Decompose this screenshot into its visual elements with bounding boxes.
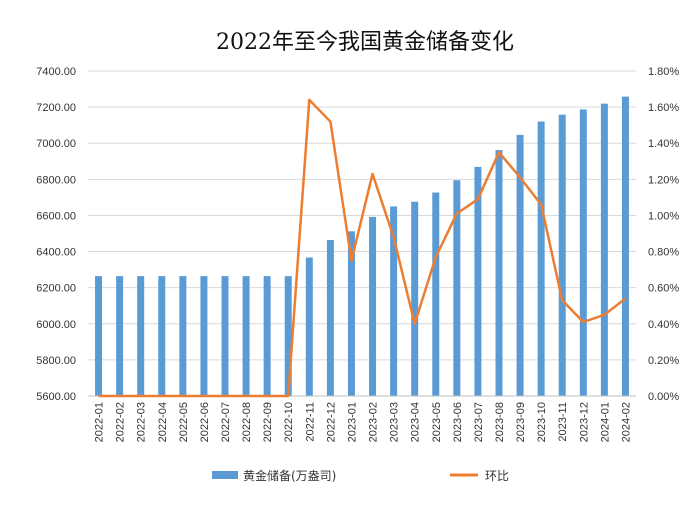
chart-title: 2022年至今我国黄金储备变化 bbox=[216, 30, 514, 55]
right-axis-ticks: 0.00% 0.20% 0.40% 0.60% 0.80% 1.00% 1.20% 1.40%… bbox=[648, 66, 679, 403]
x-tick-label: 2022-07 bbox=[220, 402, 232, 442]
x-tick-label: 2024-01 bbox=[599, 402, 611, 442]
x-tick-label: 2023-10 bbox=[536, 402, 548, 442]
bar bbox=[369, 216, 377, 396]
bar bbox=[284, 276, 292, 396]
x-tick-label: 2023-08 bbox=[494, 402, 506, 442]
legend-bar-label: 黄金储备(万盎司) bbox=[243, 468, 336, 483]
x-tick-label: 2023-04 bbox=[410, 402, 422, 442]
x-tick-label: 2022-05 bbox=[178, 402, 190, 442]
bar bbox=[558, 114, 566, 396]
left-tick-label: 7200.00 bbox=[36, 102, 76, 114]
right-tick-label: 1.80% bbox=[648, 66, 679, 78]
x-tick-label: 2022-02 bbox=[115, 402, 127, 442]
right-tick-label: 1.20% bbox=[648, 174, 679, 186]
left-axis-ticks: 5600.00 5800.00 6000.00 6200.00 6400.00 6600.… bbox=[36, 66, 76, 403]
left-tick-label: 7000.00 bbox=[36, 138, 76, 150]
line-series bbox=[98, 98, 627, 398]
bar bbox=[537, 121, 545, 397]
bar bbox=[263, 276, 271, 396]
bar bbox=[326, 240, 334, 396]
x-tick-label: 2022-01 bbox=[94, 402, 106, 442]
bar bbox=[432, 192, 440, 396]
x-tick-label: 2022-06 bbox=[199, 402, 211, 442]
x-tick-label: 2023-01 bbox=[346, 402, 358, 442]
x-tick-label: 2022-04 bbox=[157, 402, 169, 442]
bar bbox=[347, 231, 355, 396]
x-tick-label: 2023-02 bbox=[368, 402, 380, 442]
x-tick-label: 2023-11 bbox=[557, 402, 569, 442]
bar bbox=[242, 276, 250, 396]
left-tick-label: 5600.00 bbox=[36, 391, 76, 403]
right-tick-label: 0.40% bbox=[648, 319, 679, 331]
left-tick-label: 6600.00 bbox=[36, 210, 76, 222]
bar bbox=[390, 206, 398, 396]
bar bbox=[158, 276, 166, 396]
legend-bar-swatch bbox=[212, 471, 238, 479]
x-tick-label: 2022-11 bbox=[304, 402, 316, 442]
legend: 黄金储备(万盎司) 环比 bbox=[212, 468, 509, 483]
bar bbox=[305, 257, 313, 396]
bar bbox=[116, 276, 124, 396]
left-tick-label: 6200.00 bbox=[36, 283, 76, 295]
x-tick-label: 2023-06 bbox=[452, 402, 464, 442]
x-tick-label: 2023-09 bbox=[515, 402, 527, 442]
x-tick-label: 2022-08 bbox=[241, 402, 253, 442]
x-tick-label: 2022-03 bbox=[136, 402, 148, 442]
x-tick-label: 2022-12 bbox=[325, 402, 337, 442]
legend-line-label: 环比 bbox=[485, 469, 509, 483]
left-tick-label: 6800.00 bbox=[36, 174, 76, 186]
right-tick-label: 1.60% bbox=[648, 102, 679, 114]
left-tick-label: 5800.00 bbox=[36, 355, 76, 367]
bar bbox=[411, 201, 419, 396]
left-tick-label: 7400.00 bbox=[36, 66, 76, 78]
bar bbox=[600, 103, 608, 397]
x-tick-label: 2024-02 bbox=[620, 402, 632, 442]
x-tick-label: 2023-12 bbox=[578, 402, 590, 442]
x-tick-label: 2022-10 bbox=[283, 402, 295, 442]
x-tick-label: 2023-07 bbox=[473, 402, 485, 442]
left-tick-label: 6400.00 bbox=[36, 247, 76, 259]
bar bbox=[200, 276, 208, 396]
right-tick-label: 1.00% bbox=[648, 210, 679, 222]
bar-series bbox=[95, 96, 629, 397]
left-tick-label: 6000.00 bbox=[36, 319, 76, 331]
bar bbox=[474, 166, 482, 396]
right-tick-label: 1.40% bbox=[648, 138, 679, 150]
x-tick-label: 2023-05 bbox=[431, 402, 443, 442]
bar bbox=[179, 276, 187, 396]
bar bbox=[579, 109, 587, 396]
bar bbox=[516, 134, 524, 396]
x-tick-label: 2022-09 bbox=[262, 402, 274, 442]
right-tick-label: 0.20% bbox=[648, 355, 679, 367]
bar bbox=[221, 276, 229, 396]
bar bbox=[137, 276, 145, 396]
bar bbox=[453, 180, 461, 396]
right-tick-label: 0.00% bbox=[648, 391, 679, 403]
line-path bbox=[98, 98, 627, 398]
x-axis-ticks: 2022-01 2022-02 2022-03 2022-04 2022-05 2022-… bbox=[94, 402, 633, 442]
x-tick-label: 2023-03 bbox=[389, 402, 401, 442]
bar bbox=[95, 276, 103, 396]
bar bbox=[495, 150, 503, 396]
right-tick-label: 0.60% bbox=[648, 283, 679, 295]
bar bbox=[621, 96, 629, 396]
right-tick-label: 0.80% bbox=[648, 247, 679, 259]
